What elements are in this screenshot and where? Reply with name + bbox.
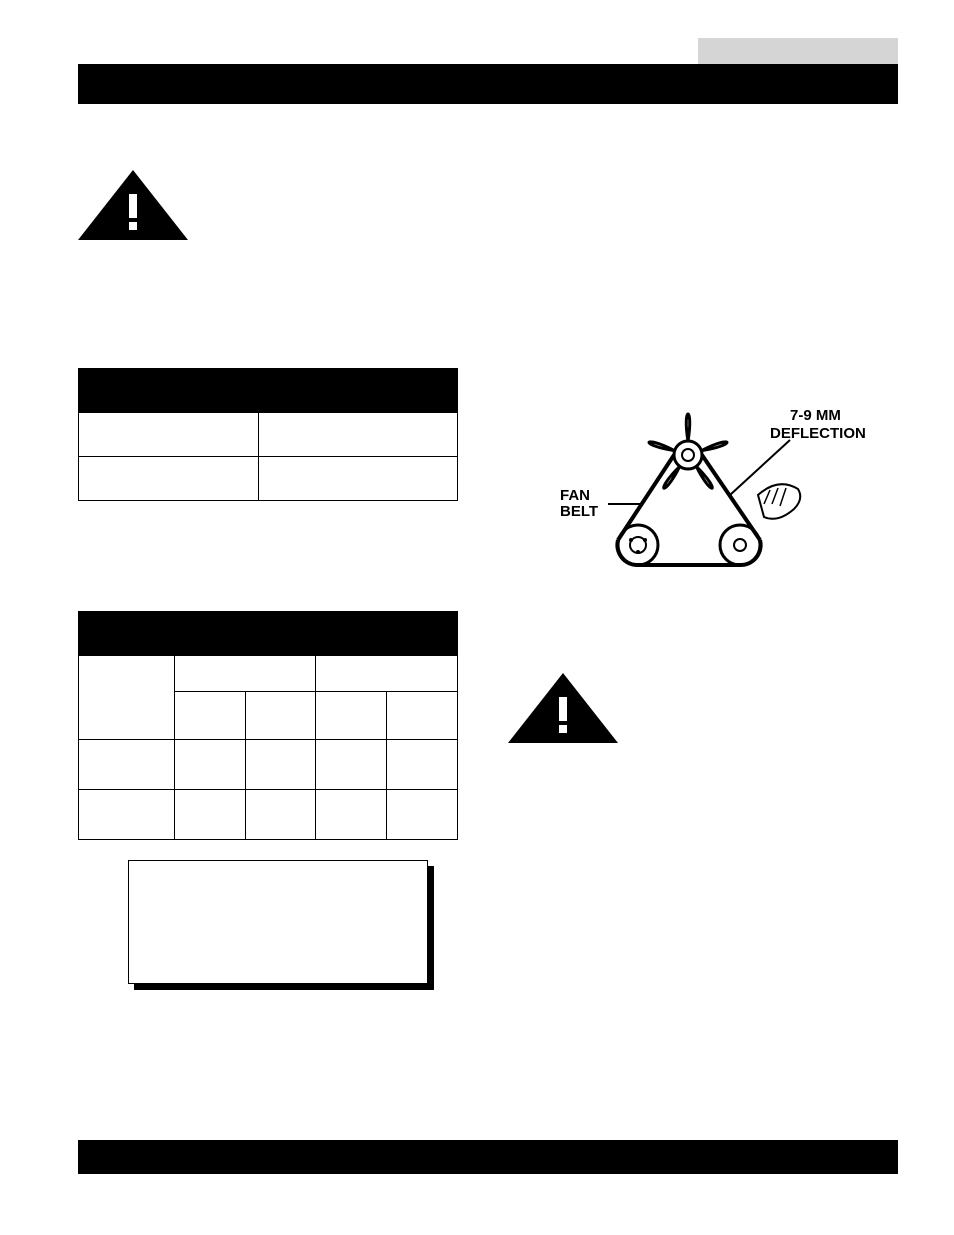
fan-belt-label-2: BELT — [560, 503, 598, 520]
table-2-cell — [79, 790, 175, 840]
deflection-label: 7-9 MM — [790, 407, 841, 424]
table-2-cell — [174, 740, 245, 790]
fan-belt-label: FAN — [560, 487, 590, 504]
table-1-cell — [79, 413, 259, 457]
table-2-cell — [174, 790, 245, 840]
right-warning-block — [508, 673, 898, 743]
table-1 — [78, 368, 458, 501]
table-2-cell — [316, 790, 387, 840]
table-2-cell — [316, 692, 387, 740]
left-text-block-1 — [78, 260, 468, 360]
note-box — [128, 860, 428, 990]
warning-triangle-icon — [508, 673, 618, 743]
fan-belt-figure: 7-9 MM DEFLECTION FAN BELT — [508, 400, 888, 605]
table-2-cell — [387, 740, 458, 790]
table-2-cell — [316, 656, 458, 692]
table-2-wrap — [78, 611, 468, 840]
table-row — [79, 740, 458, 790]
left-column — [78, 170, 468, 990]
note-box-front — [128, 860, 428, 984]
table-1-cell — [258, 457, 457, 501]
table-2-cell — [245, 692, 316, 740]
table-row — [79, 790, 458, 840]
table-2-cell — [174, 656, 316, 692]
table-2-header — [79, 612, 458, 656]
table-1-header — [79, 369, 458, 413]
table-row — [79, 457, 458, 501]
deflection-label-2: DEFLECTION — [770, 425, 866, 442]
warning-triangle-icon — [78, 170, 188, 240]
table-2-cell — [245, 740, 316, 790]
right-column: 7-9 MM DEFLECTION FAN BELT — [508, 170, 898, 990]
table-2-cell — [387, 692, 458, 740]
table-2-cell — [174, 692, 245, 740]
table-row — [79, 413, 458, 457]
title-black-bar — [78, 64, 898, 104]
table-2-cell — [79, 740, 175, 790]
footer-black-bar — [78, 1140, 898, 1174]
right-text-block-1 — [508, 170, 898, 400]
hand-icon — [758, 484, 800, 519]
two-column-layout: 7-9 MM DEFLECTION FAN BELT — [78, 170, 898, 990]
table-2-cell — [245, 790, 316, 840]
table-1-cell — [258, 413, 457, 457]
header-grey-block — [698, 38, 898, 64]
table-row — [79, 656, 458, 692]
page: 7-9 MM DEFLECTION FAN BELT — [0, 0, 954, 990]
table-2-cell — [387, 790, 458, 840]
table-2-cell — [316, 740, 387, 790]
table-2 — [78, 611, 458, 840]
content-area: 7-9 MM DEFLECTION FAN BELT — [0, 0, 954, 990]
table-1-cell — [79, 457, 259, 501]
table-2-cell — [79, 656, 175, 740]
